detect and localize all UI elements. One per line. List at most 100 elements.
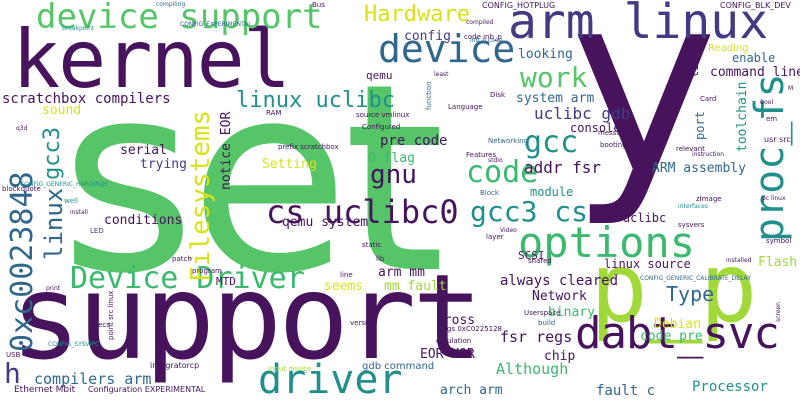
- word-li-li: li li: [687, 41, 701, 78]
- word-looking: looking: [518, 47, 573, 62]
- word-led: SCSI: [518, 249, 545, 262]
- word-device: device: [378, 27, 516, 71]
- word-compilers-arm: compilers arm: [34, 370, 152, 388]
- word-specs: layer: [486, 233, 504, 241]
- word-stdio: Language: [448, 103, 483, 111]
- word-gcc: gcc: [524, 125, 579, 160]
- word-video: Userspace: [524, 309, 561, 317]
- word-arch-arm: arch arm: [440, 383, 503, 398]
- word-networking: source vmlinux: [356, 111, 410, 119]
- word-pre-code: pre code: [380, 133, 448, 149]
- word-input-device: emulation: [436, 337, 472, 345]
- word-screen: Card: [700, 95, 717, 103]
- word-config: config: [404, 29, 451, 44]
- word-print: version: [350, 319, 376, 327]
- word-file-systems: sysvers: [678, 221, 705, 229]
- word-arm-assembly: ARM assembly: [652, 161, 746, 176]
- word-system-arm: system arm: [516, 91, 595, 106]
- word-compiling: Input device: [268, 365, 312, 373]
- word-scsi: qemu: [366, 69, 393, 82]
- word-usb: specs: [90, 321, 110, 329]
- word-device-support: device support: [36, 0, 323, 37]
- word-configuration-experimental: gdb command: [362, 361, 435, 372]
- word-flash: Flash: [758, 255, 798, 270]
- word-y: y: [570, 0, 718, 230]
- word-regs: Configuration EXPERIMENTAL: [88, 385, 206, 394]
- word-far: blockquote: [2, 185, 41, 193]
- word-gcc3: gcc3: [40, 127, 65, 180]
- word-arm-linux: arm linux: [508, 0, 769, 50]
- word-booting: Networking: [488, 137, 529, 145]
- word-li-ul: usr src: [764, 135, 791, 144]
- word-work: work: [520, 61, 588, 94]
- word-static: Video: [500, 227, 517, 234]
- word-symbol: zImage: [696, 195, 722, 203]
- word-reading: q3d: [16, 125, 28, 132]
- word-module: module: [530, 185, 574, 199]
- word-usr-src: em: [766, 115, 778, 123]
- word-blockquote: least: [434, 71, 449, 78]
- word-linux-uclibc: linux uclibc: [236, 88, 395, 113]
- word-gnu: gnu: [370, 160, 417, 190]
- word-configured: compiled: [466, 19, 494, 26]
- word-dabt-svc: dabt_svc: [575, 308, 780, 359]
- word-gdb-command: LED: [90, 227, 104, 235]
- word-network: Network: [532, 289, 587, 304]
- word-m: Reading: [708, 43, 749, 54]
- word-prefix-scratchbox: CONFIG_HOTPLUG: [482, 1, 556, 10]
- word-console: console: [570, 121, 621, 135]
- word-em: far: [92, 61, 102, 69]
- word-gcc3-cs: gcc3 cs: [470, 195, 589, 228]
- word-although: Although: [496, 360, 569, 378]
- word-least: instruction: [692, 151, 725, 158]
- word-function: patch: [172, 255, 192, 263]
- word-linux-source: linux source: [604, 257, 691, 271]
- word-seems: seems: [324, 279, 364, 294]
- word-arm-uclibc: arm uclibc: [594, 211, 667, 225]
- word-ethernet-mbit: well: [64, 197, 78, 205]
- word-notice-eor: notice EOR: [219, 111, 234, 190]
- word-code-pre: code pre: [640, 329, 703, 344]
- word-hardware: Hardware: [364, 2, 470, 27]
- word-cross: cross: [436, 313, 476, 328]
- word-processor: Processor: [692, 379, 768, 395]
- word-pc-linux: stdio: [488, 157, 503, 164]
- word-q3d: relevant: [676, 145, 705, 153]
- word-addr-fsr: addr fsr: [524, 158, 602, 177]
- word-inb-p-code: prefix scratchbox: [278, 143, 339, 151]
- word-binary: binary: [548, 305, 595, 320]
- word-build: integratorcp: [150, 361, 200, 370]
- word-emulation: regs 0xC0225128: [440, 325, 503, 333]
- word-bool: M: [788, 85, 794, 92]
- word-support: support: [10, 248, 483, 386]
- word-version: line: [340, 271, 353, 279]
- word-filesystems: Filesystems: [186, 109, 216, 282]
- word-userspace: interfaces: [678, 203, 708, 210]
- word-mm-fault: mm fault: [384, 279, 447, 294]
- word-message: Configured: [362, 123, 401, 131]
- word-linux: linux: [40, 187, 68, 260]
- word-type: Type: [666, 282, 715, 306]
- word-compiled: code inb_p: [464, 33, 502, 41]
- word-device-driver: Device Driver: [70, 261, 305, 296]
- word-chip: chip: [544, 349, 576, 364]
- word-setting: Setting: [262, 157, 317, 172]
- word-code-inb-p: CONFIG_BLK_DEV: [720, 1, 791, 10]
- word-0xc0023848: 0xc0023848: [5, 171, 40, 352]
- word-relevant: screen: [775, 302, 782, 322]
- word-source-vmlinux: inb_p code: [470, 37, 503, 44]
- word-enable: enable: [732, 51, 776, 65]
- word-driver: driver: [258, 357, 403, 400]
- word-qemu-system: qemu system: [282, 215, 369, 230]
- word-patch: print: [46, 285, 61, 292]
- word-serial: serial: [120, 143, 167, 158]
- word-shared: symbol: [766, 237, 792, 245]
- word-arm-mm: arm mm: [378, 265, 425, 280]
- word-config-generic-calibrate-delay: compiling: [156, 1, 186, 8]
- word-integratorcp: Ethernet Mbit: [14, 385, 76, 395]
- word-trying: trying: [140, 157, 187, 172]
- word-instruction: installed: [726, 257, 752, 264]
- word-install: USB: [6, 351, 21, 359]
- word-config-sysvipc: CONFIG_GENERIC_CALIBRATE_DELAY: [640, 275, 751, 282]
- word-scratchbox-compilers: scratchbox compilers: [2, 91, 171, 107]
